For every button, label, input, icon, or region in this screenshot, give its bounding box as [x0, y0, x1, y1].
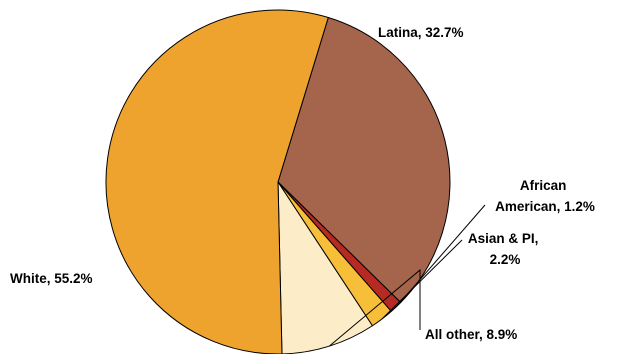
slice-labels: Latina, 32.7% African American, 1.2% Asi… [10, 25, 595, 342]
label-all-other: All other, 8.9% [425, 327, 517, 342]
leader-line-asian-pi [381, 239, 463, 320]
leader-lines [328, 204, 486, 347]
leader-line-all-other [328, 268, 421, 347]
label-latina: Latina, 32.7% [378, 25, 464, 40]
label-african-american: African American, 1.2% [495, 178, 595, 214]
pie-slices [105, 9, 451, 354]
pie-slice-latina [277, 17, 451, 304]
pie-slice-white [105, 9, 329, 354]
label-asian-pi: Asian & PI, 2.2% [468, 231, 542, 267]
label-white: White, 55.2% [10, 271, 93, 286]
